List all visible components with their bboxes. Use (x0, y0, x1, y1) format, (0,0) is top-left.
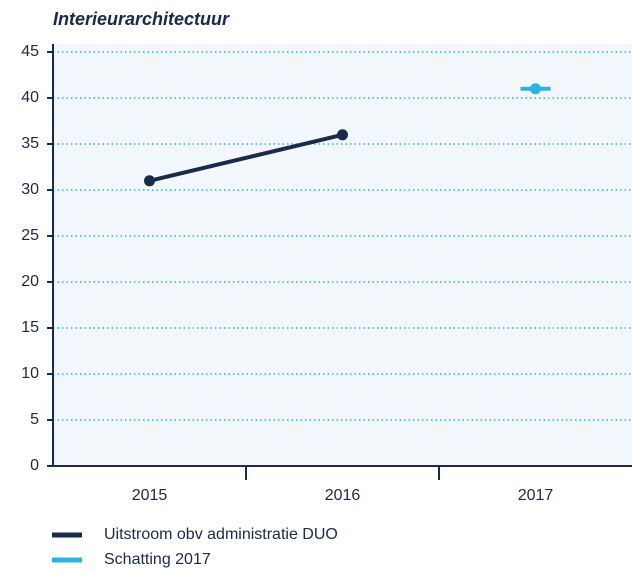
plot-background (53, 44, 632, 466)
legend-label: Uitstroom obv administratie DUO (104, 526, 338, 543)
y-tick-label: 25 (21, 227, 39, 244)
chart-title: Interieurarchitectuur (53, 9, 230, 29)
y-tick-label: 10 (21, 365, 39, 382)
x-tick-label: 2017 (518, 487, 554, 504)
y-tick-label: 5 (30, 411, 39, 428)
legend-label: Schatting 2017 (104, 551, 211, 568)
x-tick-label: 2015 (132, 487, 168, 504)
series-line (149, 132, 343, 183)
y-tick-label: 40 (21, 89, 39, 106)
data-point (144, 175, 155, 187)
y-tick-label: 30 (21, 181, 39, 198)
data-point (530, 83, 541, 95)
y-tick-label: 20 (21, 273, 39, 290)
x-tick-label: 2016 (325, 487, 361, 504)
y-tick-label: 35 (21, 135, 39, 152)
y-tick-label: 15 (21, 319, 39, 336)
data-point (337, 129, 348, 141)
y-tick-label: 0 (30, 457, 39, 474)
y-tick-label: 45 (21, 43, 39, 60)
